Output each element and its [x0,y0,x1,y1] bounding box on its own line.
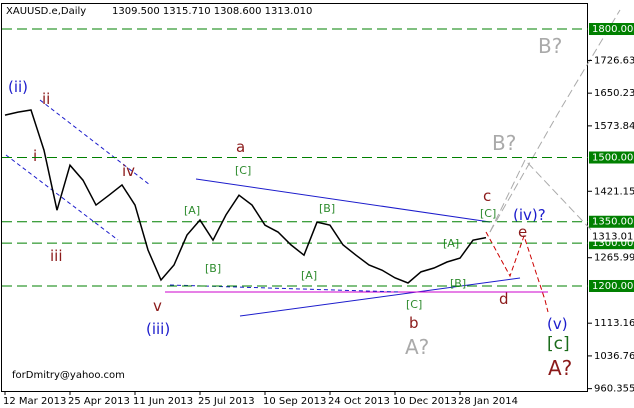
projection [489,159,611,251]
x-tick-label: 10 Sep 2013 [263,396,326,407]
channel-line [5,154,119,241]
y-tick-label: 1650.235 [594,88,634,99]
x-tick-label: 10 Dec 2013 [393,396,457,407]
x-tick-label: 28 Jan 2014 [458,396,518,407]
wave-label: B? [492,131,516,155]
trend-line [195,178,491,223]
y-tick-label: 1036.760 [594,351,634,362]
ohlc-text: 1309.500 1315.710 1308.600 1313.010 [112,6,312,17]
x-tick-label: 25 Apr 2013 [68,396,130,407]
wave-label: a [236,138,245,156]
wave-label: c [483,187,491,205]
wave-label: [C] [406,298,422,311]
wave-label: [A] [184,204,200,217]
wave-label: B? [538,34,562,58]
wave-label: [A] [301,269,317,282]
wave-label: (v) [547,315,568,333]
trend-line [239,277,521,317]
wave-label: (ii) [8,78,28,96]
wave-label: (iv)? [513,206,546,224]
level-label: 1500.000 [592,153,634,164]
y-tick-label: 1421.155 [594,186,634,197]
level-label: 1200.000 [592,281,634,292]
channel-line [169,284,401,293]
wave-label: [A] [443,237,459,250]
projection [489,9,621,233]
level-label: 1350.000 [592,217,634,228]
wave-label: [C] [480,207,496,220]
last-price-box [589,231,634,242]
wave-label: iii [50,247,63,265]
last-price-label: 1313.010 [592,232,634,243]
level-label: 1300.000 [592,238,634,249]
wave-label: (iii) [146,320,170,338]
wave-label: [C] [235,164,251,177]
wave-label: b [409,314,419,332]
wave-label: [B] [205,262,221,275]
level-box [589,151,634,164]
x-tick-label: 24 Oct 2013 [328,396,390,407]
wave-label: iv [122,162,135,180]
wave-label: i [33,147,37,165]
wave-label: ii [42,90,50,108]
level-box [589,215,634,228]
level-label: 1800.000 [592,24,634,35]
y-tick-label: 1113.165 [594,318,634,329]
wave-label: v [153,297,162,315]
x-tick-label: 25 Jul 2013 [198,396,255,407]
wave-label: e [518,223,527,241]
x-tick-label: 11 Jun 2013 [133,396,193,407]
wave-lines [5,9,621,317]
y-tick-label: 1573.840 [594,121,634,132]
y-tick-label: 1726.630 [594,55,634,66]
level-box [589,279,634,292]
footer-text: forDmitry@yahoo.com [12,370,125,381]
price-line [4,109,487,284]
wave-label: A? [548,356,572,380]
level-box [589,23,634,36]
wave-label: [B] [319,202,335,215]
channel-line [39,99,151,186]
symbol-title: XAUUSD.e,Daily [6,6,86,17]
x-tick-label: 12 Mar 2013 [3,396,66,407]
y-tick-label: 1265.995 [594,253,634,264]
y-tick-label: 960.355 [594,384,634,395]
projection [485,231,549,313]
wave-label: A? [405,335,429,359]
wave-label: [c] [547,334,570,354]
wave-label: d [499,290,509,308]
wave-label: [B] [450,277,466,290]
plot-frame [1,3,588,392]
